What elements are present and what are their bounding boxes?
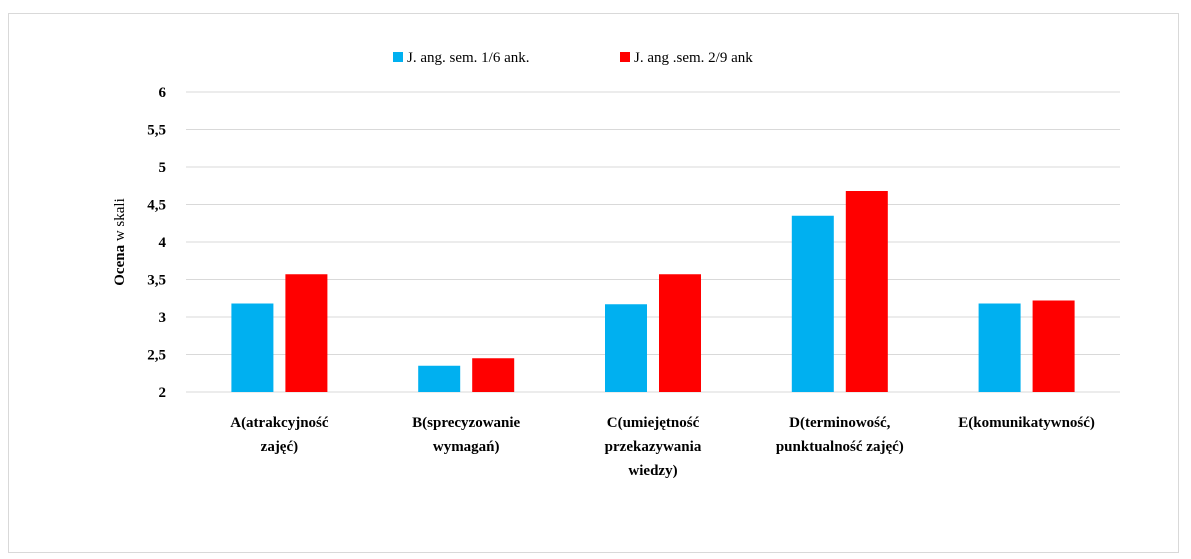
y-tick-label: 3 <box>159 310 167 326</box>
bar-sem1 <box>978 303 1021 392</box>
bar-sem2 <box>845 191 888 392</box>
y-tick-label: 5,5 <box>147 123 166 139</box>
y-tick-label: 6 <box>159 85 167 101</box>
y-axis-label-rest: w skali <box>112 198 128 245</box>
legend-label: J. ang. sem. 1/6 ank. <box>407 50 529 66</box>
legend: J. ang. sem. 1/6 ank. J. ang .sem. 2/9 an… <box>393 50 753 66</box>
gridlines <box>186 91 1120 393</box>
category-label: E(komunikatywność) <box>958 415 1095 431</box>
bar-sem1 <box>231 303 274 392</box>
bar-sem1 <box>605 304 647 392</box>
bar-sem1 <box>791 215 834 392</box>
bar-sem2 <box>285 274 328 392</box>
bar-sem1 <box>418 365 461 392</box>
category-label: A(atrakcyjność zajęć) <box>230 415 329 455</box>
category-label: D(terminowość, punktualność zajęć) <box>776 415 904 455</box>
category-label: C(umiejętność przekazywania wiedzy) <box>605 415 702 479</box>
legend-label: J. ang .sem. 2/9 ank <box>634 50 753 66</box>
y-tick-label: 2 <box>159 385 167 401</box>
bar-sem2 <box>1032 300 1075 392</box>
y-axis-label: Ocena w skali <box>112 198 128 286</box>
legend-swatch <box>620 52 630 62</box>
chart-frame <box>8 13 1179 553</box>
y-tick-label: 3,5 <box>147 273 166 289</box>
y-axis-ticks: 2 2,5 3 3,5 4 4,5 5 5,5 6 <box>147 85 166 401</box>
bar-sem2 <box>659 274 701 392</box>
x-axis-labels: A(atrakcyjność zajęć) B(sprecyzowanie wymag… <box>230 415 1095 479</box>
category-label: B(sprecyzowanie wymagań) <box>412 415 520 455</box>
y-axis-label-bold: Ocena <box>112 244 128 285</box>
y-tick-label: 4,5 <box>147 198 166 214</box>
bars <box>231 191 1075 392</box>
y-tick-label: 2,5 <box>147 348 166 364</box>
legend-swatch <box>393 52 403 62</box>
y-tick-label: 4 <box>159 235 167 251</box>
y-tick-label: 5 <box>159 160 167 176</box>
bar-sem2 <box>472 358 515 392</box>
